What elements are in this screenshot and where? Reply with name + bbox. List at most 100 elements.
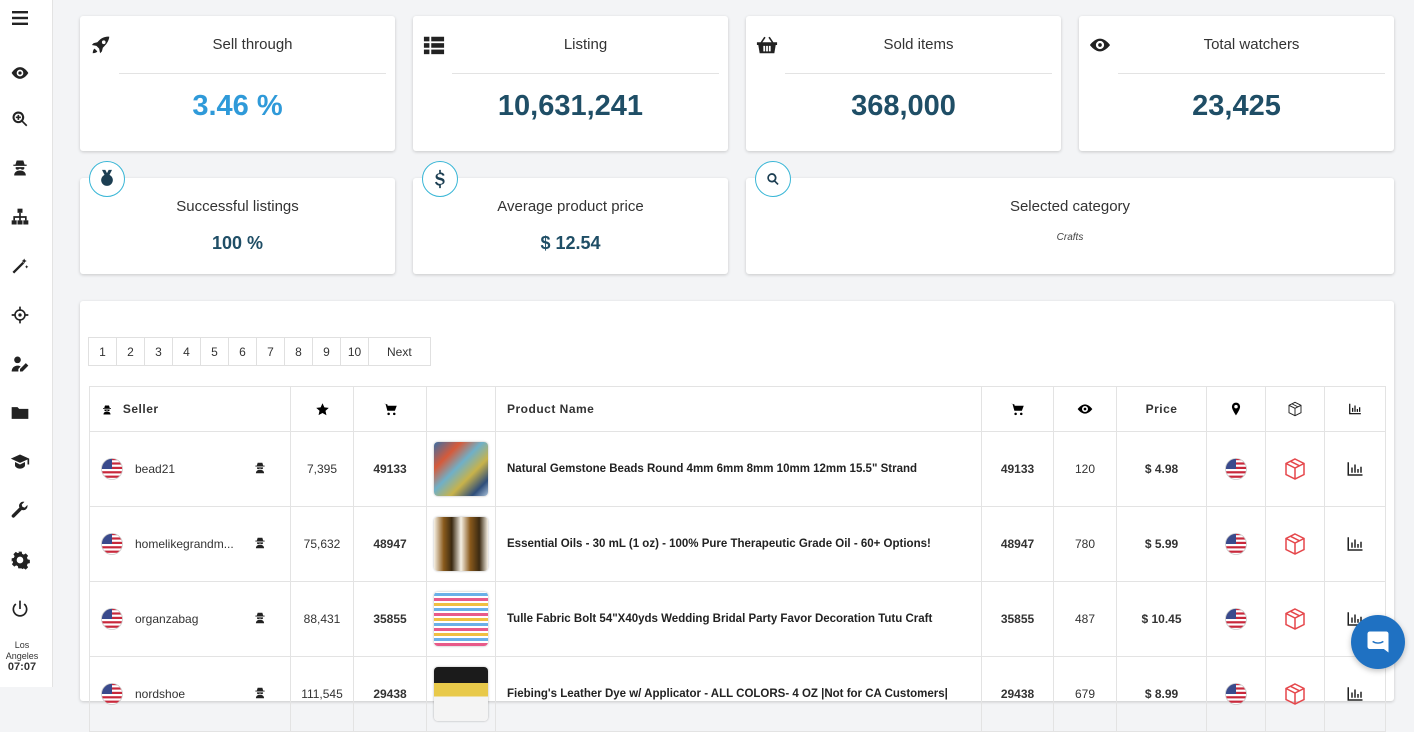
watchers-count: 679 — [1053, 656, 1117, 732]
column-label: Product Name — [507, 402, 595, 416]
chart-cell[interactable] — [1324, 431, 1386, 507]
seller-rating: 88,431 — [290, 581, 354, 657]
seller-name-link[interactable]: organzabag — [135, 612, 199, 626]
seller-cell: nordshoe — [89, 656, 291, 732]
rating-column-header[interactable] — [290, 386, 354, 432]
selected-category-card: Selected category Crafts — [746, 161, 1394, 274]
product-thumbnail[interactable] — [434, 592, 488, 646]
spy-seller-button[interactable] — [253, 685, 267, 700]
chat-icon — [1367, 631, 1389, 653]
divider — [785, 73, 1052, 74]
list-icon — [422, 34, 448, 56]
eye-icon[interactable] — [0, 61, 40, 85]
spy-icon — [255, 537, 265, 549]
search-icon[interactable] — [755, 161, 791, 197]
seller-sold-column-header[interactable] — [353, 386, 427, 432]
chat-launcher-button[interactable] — [1351, 615, 1405, 669]
magic-wand-icon[interactable] — [0, 254, 40, 278]
page-button[interactable]: 8 — [284, 337, 313, 366]
us-flag-icon — [1225, 533, 1247, 555]
bar-chart-icon — [1347, 462, 1363, 476]
product-image-cell — [426, 656, 496, 732]
page-button[interactable]: 6 — [228, 337, 257, 366]
divider — [1118, 73, 1385, 74]
seller-sold-count: 35855 — [353, 581, 427, 657]
seller-name-link[interactable]: bead21 — [135, 462, 176, 476]
successful-listings-card: Successful listings 100 % — [80, 161, 395, 274]
product-name-link[interactable]: Natural Gemstone Beads Round 4mm 6mm 8mm… — [495, 431, 982, 507]
product-thumbnail[interactable] — [434, 517, 488, 571]
us-flag-icon — [1225, 458, 1247, 480]
table-row[interactable]: homelikegrandm... 75,632 48947 Essential Oi… — [89, 506, 1386, 582]
wrench-icon[interactable] — [0, 499, 40, 523]
shipping-cell[interactable] — [1265, 506, 1325, 582]
spy-icon[interactable] — [0, 156, 40, 180]
graduation-icon[interactable] — [0, 450, 40, 474]
chart-cell[interactable] — [1324, 506, 1386, 582]
divider — [452, 73, 719, 74]
power-icon[interactable] — [0, 597, 40, 621]
product-thumbnail[interactable] — [434, 442, 488, 496]
table-row[interactable]: bead21 7,395 49133 Natural Gemstone Beads R… — [89, 431, 1386, 507]
product-name-link[interactable]: Essential Oils - 30 mL (1 oz) - 100% Pur… — [495, 506, 982, 582]
spy-seller-button[interactable] — [253, 460, 267, 475]
next-page-button[interactable]: Next — [368, 337, 431, 366]
image-column-header — [426, 386, 496, 432]
card-title: Average product price — [497, 198, 644, 215]
table-row[interactable]: nordshoe 111,545 29438 Fiebing's Leather Dy… — [89, 656, 1386, 732]
seller-column-header[interactable]: Seller — [89, 386, 291, 432]
table-row[interactable]: organzabag 88,431 35855 Tulle Fabric Bolt 5… — [89, 581, 1386, 657]
rocket-icon — [89, 34, 115, 56]
page-button[interactable]: 2 — [116, 337, 145, 366]
results-panel: 1 2 3 4 5 6 7 8 9 10 Next Seller — [80, 301, 1394, 732]
product-name-column-header[interactable]: Product Name — [495, 386, 982, 432]
shipping-column-header[interactable] — [1265, 386, 1325, 432]
column-label: Seller — [122, 402, 159, 416]
seller-rating: 111,545 — [290, 656, 354, 732]
sold-count: 35855 — [981, 581, 1054, 657]
page-button[interactable]: 7 — [256, 337, 285, 366]
spy-icon — [255, 612, 265, 624]
dollar-icon — [422, 161, 458, 197]
product-name-link[interactable]: Tulle Fabric Bolt 54"X40yds Wedding Brid… — [495, 581, 982, 657]
clock-city: Los Angeles — [5, 640, 39, 661]
shipping-cell[interactable] — [1265, 581, 1325, 657]
page-button[interactable]: 4 — [172, 337, 201, 366]
user-edit-icon[interactable] — [0, 352, 40, 376]
page-button[interactable]: 5 — [200, 337, 229, 366]
spy-seller-button[interactable] — [253, 535, 267, 550]
price-value: $ 10.45 — [1116, 581, 1207, 657]
crosshair-icon[interactable] — [0, 303, 40, 327]
page-button[interactable]: 3 — [144, 337, 173, 366]
page-button[interactable]: 9 — [312, 337, 341, 366]
search-zoom-icon[interactable] — [0, 107, 40, 131]
seller-name-link[interactable]: homelikegrandm... — [135, 537, 234, 551]
watchers-column-header[interactable] — [1053, 386, 1117, 432]
sitemap-icon[interactable] — [0, 205, 40, 229]
card-value: 100 % — [211, 233, 264, 253]
bar-chart-icon — [1349, 404, 1361, 415]
us-flag-icon — [101, 458, 123, 480]
page-button[interactable]: 10 — [340, 337, 369, 366]
seller-rating: 7,395 — [290, 431, 354, 507]
page-button[interactable]: 1 — [88, 337, 117, 366]
selected-category-value: Crafts — [1056, 232, 1084, 243]
spy-seller-button[interactable] — [253, 610, 267, 625]
gear-icon[interactable] — [0, 548, 40, 572]
average-price-card: Average product price $ 12.54 — [413, 161, 728, 274]
watchers-count: 487 — [1053, 581, 1117, 657]
stat-card-sold-items: Sold items 368,000 — [746, 16, 1061, 151]
product-name-link[interactable]: Fiebing's Leather Dye w/ Applicator - AL… — [495, 656, 982, 732]
menu-icon[interactable] — [0, 6, 40, 30]
watchers-count: 780 — [1053, 506, 1117, 582]
chart-column-header[interactable] — [1324, 386, 1386, 432]
sold-column-header[interactable] — [981, 386, 1054, 432]
product-thumbnail[interactable] — [434, 667, 488, 721]
price-column-header[interactable]: Price — [1116, 386, 1207, 432]
folder-icon[interactable] — [0, 401, 40, 425]
shipping-cell[interactable] — [1265, 431, 1325, 507]
shipping-cell[interactable] — [1265, 656, 1325, 732]
location-column-header[interactable] — [1206, 386, 1266, 432]
spy-icon — [103, 405, 111, 415]
seller-name-link[interactable]: nordshoe — [135, 687, 186, 701]
